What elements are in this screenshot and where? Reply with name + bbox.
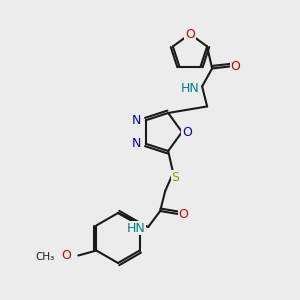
Text: O: O bbox=[185, 28, 195, 40]
Text: N: N bbox=[131, 137, 141, 150]
Text: S: S bbox=[171, 170, 179, 184]
Text: HN: HN bbox=[180, 82, 199, 95]
Text: HN: HN bbox=[126, 221, 145, 235]
Text: O: O bbox=[230, 60, 240, 73]
Text: N: N bbox=[131, 114, 141, 127]
Text: CH₃: CH₃ bbox=[35, 251, 54, 262]
Text: O: O bbox=[178, 208, 188, 220]
Text: O: O bbox=[61, 249, 71, 262]
Text: O: O bbox=[182, 125, 192, 139]
